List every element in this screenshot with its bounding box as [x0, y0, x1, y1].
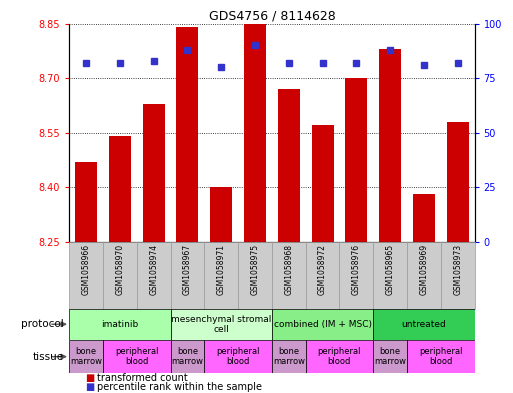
Text: GSM1058972: GSM1058972: [318, 244, 327, 295]
Title: GDS4756 / 8114628: GDS4756 / 8114628: [208, 9, 336, 22]
Bar: [272, 242, 306, 309]
Bar: [137, 242, 170, 309]
Text: peripheral
blood: peripheral blood: [216, 347, 260, 366]
Text: mesenchymal stromal
cell: mesenchymal stromal cell: [171, 314, 271, 334]
Text: GSM1058973: GSM1058973: [453, 244, 462, 295]
Bar: [278, 89, 300, 242]
Bar: [306, 340, 373, 373]
Bar: [210, 187, 232, 242]
Text: GSM1058966: GSM1058966: [82, 244, 91, 295]
Bar: [272, 309, 373, 340]
Bar: [340, 242, 373, 309]
Bar: [69, 309, 170, 340]
Text: GSM1058975: GSM1058975: [250, 244, 260, 295]
Bar: [373, 340, 407, 373]
Text: ■: ■: [85, 382, 94, 392]
Bar: [176, 27, 199, 242]
Text: transformed count: transformed count: [97, 373, 188, 383]
Bar: [373, 309, 475, 340]
Text: GSM1058971: GSM1058971: [216, 244, 226, 295]
Bar: [306, 242, 340, 309]
Text: bone
marrow: bone marrow: [70, 347, 102, 366]
Bar: [69, 340, 103, 373]
Bar: [447, 122, 468, 242]
Bar: [170, 242, 204, 309]
Text: GSM1058965: GSM1058965: [386, 244, 394, 295]
Text: GSM1058967: GSM1058967: [183, 244, 192, 295]
Text: GSM1058968: GSM1058968: [284, 244, 293, 295]
Bar: [170, 340, 204, 373]
Bar: [311, 125, 333, 242]
Bar: [238, 242, 272, 309]
Text: GSM1058969: GSM1058969: [419, 244, 428, 295]
Text: untreated: untreated: [402, 320, 446, 329]
Bar: [103, 340, 170, 373]
Bar: [345, 78, 367, 242]
Text: bone
marrow: bone marrow: [374, 347, 406, 366]
Bar: [379, 49, 401, 242]
Text: GSM1058970: GSM1058970: [115, 244, 125, 295]
Bar: [413, 195, 435, 242]
Bar: [75, 162, 97, 242]
Bar: [407, 340, 475, 373]
Text: GSM1058974: GSM1058974: [149, 244, 158, 295]
Bar: [143, 103, 165, 242]
Bar: [109, 136, 131, 242]
Text: peripheral
blood: peripheral blood: [115, 347, 159, 366]
Text: percentile rank within the sample: percentile rank within the sample: [97, 382, 263, 392]
Bar: [407, 242, 441, 309]
Text: peripheral
blood: peripheral blood: [419, 347, 463, 366]
Bar: [170, 309, 272, 340]
Text: peripheral
blood: peripheral blood: [318, 347, 361, 366]
Bar: [441, 242, 475, 309]
Bar: [69, 242, 103, 309]
Text: bone
marrow: bone marrow: [171, 347, 204, 366]
Bar: [272, 340, 306, 373]
Bar: [204, 340, 272, 373]
Text: protocol: protocol: [22, 319, 64, 329]
Text: tissue: tissue: [33, 352, 64, 362]
Text: GSM1058976: GSM1058976: [352, 244, 361, 295]
Text: ■: ■: [85, 373, 94, 383]
Text: combined (IM + MSC): combined (IM + MSC): [273, 320, 371, 329]
Bar: [103, 242, 137, 309]
Text: imatinib: imatinib: [101, 320, 139, 329]
Text: bone
marrow: bone marrow: [273, 347, 305, 366]
Bar: [373, 242, 407, 309]
Bar: [204, 242, 238, 309]
Bar: [244, 24, 266, 242]
